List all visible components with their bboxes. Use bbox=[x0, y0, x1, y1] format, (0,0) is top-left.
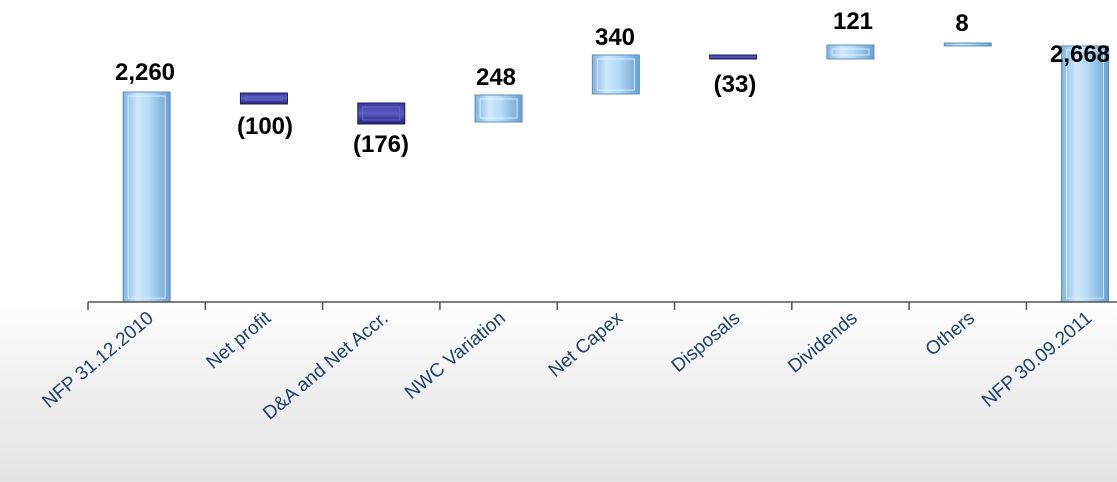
bar bbox=[591, 54, 640, 95]
bar-highlight bbox=[244, 96, 283, 101]
data-label: (176) bbox=[353, 131, 409, 158]
x-axis-ticks bbox=[87, 302, 1028, 310]
bar-highlight bbox=[831, 48, 870, 56]
bar-highlight bbox=[479, 98, 518, 119]
bar bbox=[943, 42, 992, 47]
bar bbox=[1061, 45, 1110, 303]
data-label: 8 bbox=[955, 10, 968, 37]
data-label: 340 bbox=[595, 24, 635, 51]
bar bbox=[239, 92, 288, 105]
bars-group bbox=[122, 42, 1110, 303]
category-label: NFP 31.12.2010 bbox=[39, 308, 158, 413]
bar-highlight bbox=[1066, 49, 1105, 299]
data-label: 2,260 bbox=[115, 59, 175, 86]
bar bbox=[122, 91, 171, 303]
category-label: Disposals bbox=[668, 308, 745, 377]
data-label: 2,668 bbox=[1050, 41, 1110, 68]
category-label: NWC Variation bbox=[401, 308, 510, 404]
bar-highlight bbox=[127, 95, 166, 299]
bar-highlight bbox=[596, 58, 635, 91]
bar bbox=[826, 44, 875, 60]
category-label: NFP 30.09.2011 bbox=[978, 308, 1096, 412]
data-label: (100) bbox=[237, 113, 293, 140]
data-label: 248 bbox=[476, 64, 516, 91]
bar bbox=[357, 102, 406, 125]
data-label: 121 bbox=[833, 8, 873, 35]
data-label: (33) bbox=[714, 71, 757, 98]
category-label: D&A and Net Accr. bbox=[259, 308, 392, 425]
bar bbox=[709, 54, 758, 60]
category-label: Net profit bbox=[203, 307, 276, 373]
bar-highlight bbox=[362, 106, 401, 121]
category-label: Others bbox=[922, 308, 979, 361]
value-labels-group: 2,260 (100) (176) 248 340 (33) 121 8 2,668 bbox=[115, 8, 1110, 158]
category-label: Net Capex bbox=[545, 307, 628, 381]
category-label: Dividends bbox=[784, 308, 861, 378]
